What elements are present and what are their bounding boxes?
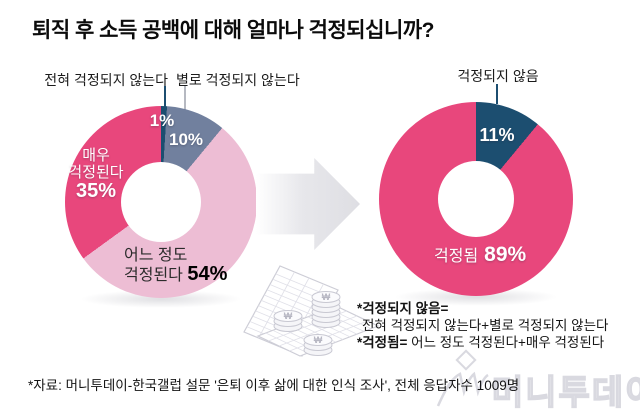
moneytoday-logo-icon <box>436 349 489 407</box>
footnote-line3-bold: *걱정됨= <box>357 335 408 350</box>
callout-not-at-all: 전혀 걱정되지 않는다 <box>44 72 168 88</box>
coin-stack-front <box>303 334 333 356</box>
pct-not-really: 10% <box>168 130 204 149</box>
donut-chart-detailed <box>65 106 257 298</box>
donut-chart-grouped <box>379 102 573 296</box>
footnote-line1: *걱정되지 않음= <box>357 301 449 316</box>
donut-hole <box>121 162 201 242</box>
label-worried-row: 걱정됨 89% <box>434 242 526 267</box>
callout-not-worried: 걱정되지 않음 <box>457 68 539 84</box>
won-symbol: ₩ <box>322 292 331 302</box>
won-symbol: ₩ <box>284 311 293 321</box>
label-somewhat-worried: 어느 정도 걱정된다 54% <box>124 247 227 285</box>
pct-not-at-all: 1% <box>149 111 175 130</box>
source-note: *자료: 머니투데이-한국갤럽 설문 '은퇴 이후 삶에 대한 인식 조사', … <box>28 378 520 393</box>
label-worried: 걱정됨 <box>434 248 479 265</box>
watermark-text: 머니투데이 <box>491 374 640 412</box>
pct-worried: 89% <box>484 243 527 266</box>
moneytoday-watermark: 머니투데이 <box>436 348 640 412</box>
leader-line-not-worried <box>496 84 498 104</box>
right-donut-shadow <box>394 288 558 306</box>
footnote-line3-rest: 어느 정도 걱정된다+매우 걱정된다 <box>407 335 605 350</box>
callout-not-really: 별로 걱정되지 않는다 <box>176 72 300 88</box>
donut-hole <box>438 161 514 237</box>
footnote-line3: *걱정됨= 어느 정도 걱정된다+매우 걱정된다 <box>357 334 608 351</box>
leader-line-not-at-all <box>164 86 166 112</box>
label-very-line1: 매우 <box>82 147 110 164</box>
pct-not-worried: 11% <box>479 125 515 145</box>
coin-stack-tall <box>311 291 341 328</box>
pct-very: 35% <box>75 180 117 202</box>
coin-stack-small <box>273 310 303 332</box>
label-very-line2: 걱정된다 <box>68 164 124 181</box>
footnote-line2: 전혀 걱정되지 않는다+별로 걱정되지 않는다 <box>362 318 609 333</box>
footnotes: *걱정되지 않음= 전혀 걱정되지 않는다+별로 걱정되지 않는다 *걱정됨= … <box>357 300 608 351</box>
page-title: 퇴직 후 소득 공백에 대해 얼마나 걱정되십니까? <box>32 19 434 42</box>
leader-line-not-really <box>184 86 186 110</box>
left-donut-shadow <box>80 290 242 308</box>
label-somewhat-line2: 걱정된다 <box>124 267 183 284</box>
ledger-coins-illustration: ₩ ₩ ₩ <box>238 248 380 364</box>
won-symbol: ₩ <box>314 335 323 345</box>
label-very-worried: 매우 걱정된다 35% <box>48 147 144 202</box>
label-somewhat-line1: 어느 정도 <box>124 247 188 264</box>
arrow-right-icon <box>256 158 360 250</box>
label-somewhat-line2-row: 걱정된다 54% <box>124 263 228 285</box>
pct-somewhat: 54% <box>187 263 228 285</box>
